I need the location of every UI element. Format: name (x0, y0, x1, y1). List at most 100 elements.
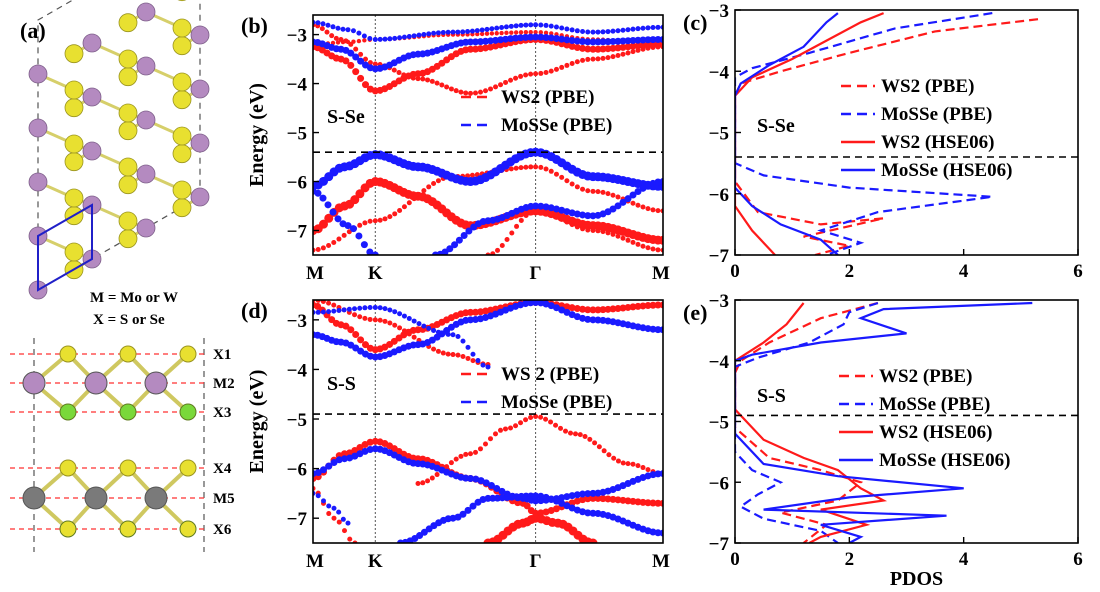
band-point (347, 536, 353, 542)
y-tick-label: −7 (709, 246, 730, 267)
pdos-series-line (735, 12, 993, 255)
legend-label: WS2 (HSE06) (881, 132, 995, 153)
band-point (577, 432, 583, 438)
top-view-lattice (28, 0, 210, 300)
band-point (431, 346, 437, 352)
band-point (625, 27, 631, 33)
band-point (630, 26, 636, 32)
legend-label: MoSSe (HSE06) (879, 450, 1010, 471)
band-point (334, 215, 342, 223)
band-point (455, 333, 461, 339)
y-tick-label: −4 (709, 352, 730, 373)
band-point (599, 306, 607, 314)
band-point (518, 165, 524, 171)
band-point (635, 47, 641, 53)
band-point (340, 39, 346, 45)
band-point (630, 200, 636, 206)
band-point (518, 420, 524, 426)
y-tick-label: −3 (287, 26, 307, 47)
band-point (585, 29, 591, 35)
band-point (573, 43, 581, 51)
band-point (589, 306, 597, 314)
band-point (552, 304, 560, 312)
band-point (533, 29, 538, 35)
band-point (325, 22, 331, 28)
band-point (650, 207, 656, 213)
band-point (319, 219, 328, 229)
band-point (601, 448, 607, 454)
metal-atom (190, 79, 210, 99)
band-point (514, 499, 522, 507)
band-point (558, 499, 566, 507)
band-point (473, 449, 478, 455)
band-point (517, 34, 525, 42)
band-point (542, 33, 550, 41)
panel-a-structure: (a) M = Mo or W X = S or Se X1 M2 X3 X4 M5 X6 (10, 0, 235, 552)
band-point (548, 419, 554, 425)
band-point (579, 44, 587, 52)
panel-label: (d) (241, 298, 268, 323)
band-point (635, 463, 641, 469)
band-point (314, 189, 322, 197)
band-point (331, 239, 337, 245)
band-point (595, 56, 601, 62)
band-point (440, 331, 446, 337)
band-point (326, 300, 332, 306)
band-point (610, 231, 616, 237)
pdos-series-line (735, 301, 879, 543)
band-point (590, 188, 596, 194)
band-point (563, 502, 571, 510)
band-point (429, 475, 435, 481)
band-point (532, 202, 540, 210)
band-point (537, 509, 545, 517)
band-point (420, 480, 426, 486)
plot-area (313, 300, 663, 543)
band-point (549, 31, 554, 36)
band-point (325, 462, 333, 470)
band-point (416, 32, 422, 38)
janus-layer-label: X1 (213, 347, 231, 363)
band-point (357, 305, 363, 311)
band-point (467, 38, 474, 46)
kpoint-label: K (368, 263, 383, 284)
band-point (473, 90, 479, 96)
band-point (655, 247, 661, 253)
metal-atom (190, 187, 210, 207)
band-point (629, 36, 637, 44)
band-point (450, 352, 456, 358)
band-point (574, 184, 580, 190)
band-point (488, 436, 493, 442)
band-point (569, 222, 575, 228)
band-point (518, 217, 524, 223)
annotation-label: S-Se (327, 106, 365, 128)
band-point (493, 431, 498, 437)
band-point (352, 53, 360, 61)
band-point (425, 77, 431, 83)
band-point (654, 529, 662, 537)
band-point (341, 232, 347, 238)
band-point (595, 228, 601, 234)
band-point (435, 329, 441, 335)
band-point (654, 36, 662, 44)
band-point (342, 57, 350, 65)
band-point (387, 320, 393, 326)
band-point (503, 79, 509, 85)
band-point (499, 242, 505, 248)
band-point (352, 68, 360, 76)
pdos-series-line (735, 301, 879, 543)
band-point (344, 222, 352, 230)
band-point (499, 30, 504, 36)
band-point (490, 251, 496, 255)
band-point (634, 188, 642, 196)
band-point (367, 316, 373, 322)
chalcogen-atom (179, 403, 197, 421)
band-point (360, 241, 368, 249)
band-point (508, 166, 514, 172)
band-point (569, 60, 575, 66)
band-point (465, 344, 471, 350)
band-point (584, 212, 592, 220)
band-point (559, 25, 565, 31)
band-point (532, 33, 540, 41)
panel-label: (b) (241, 13, 268, 38)
band-point (367, 305, 373, 311)
